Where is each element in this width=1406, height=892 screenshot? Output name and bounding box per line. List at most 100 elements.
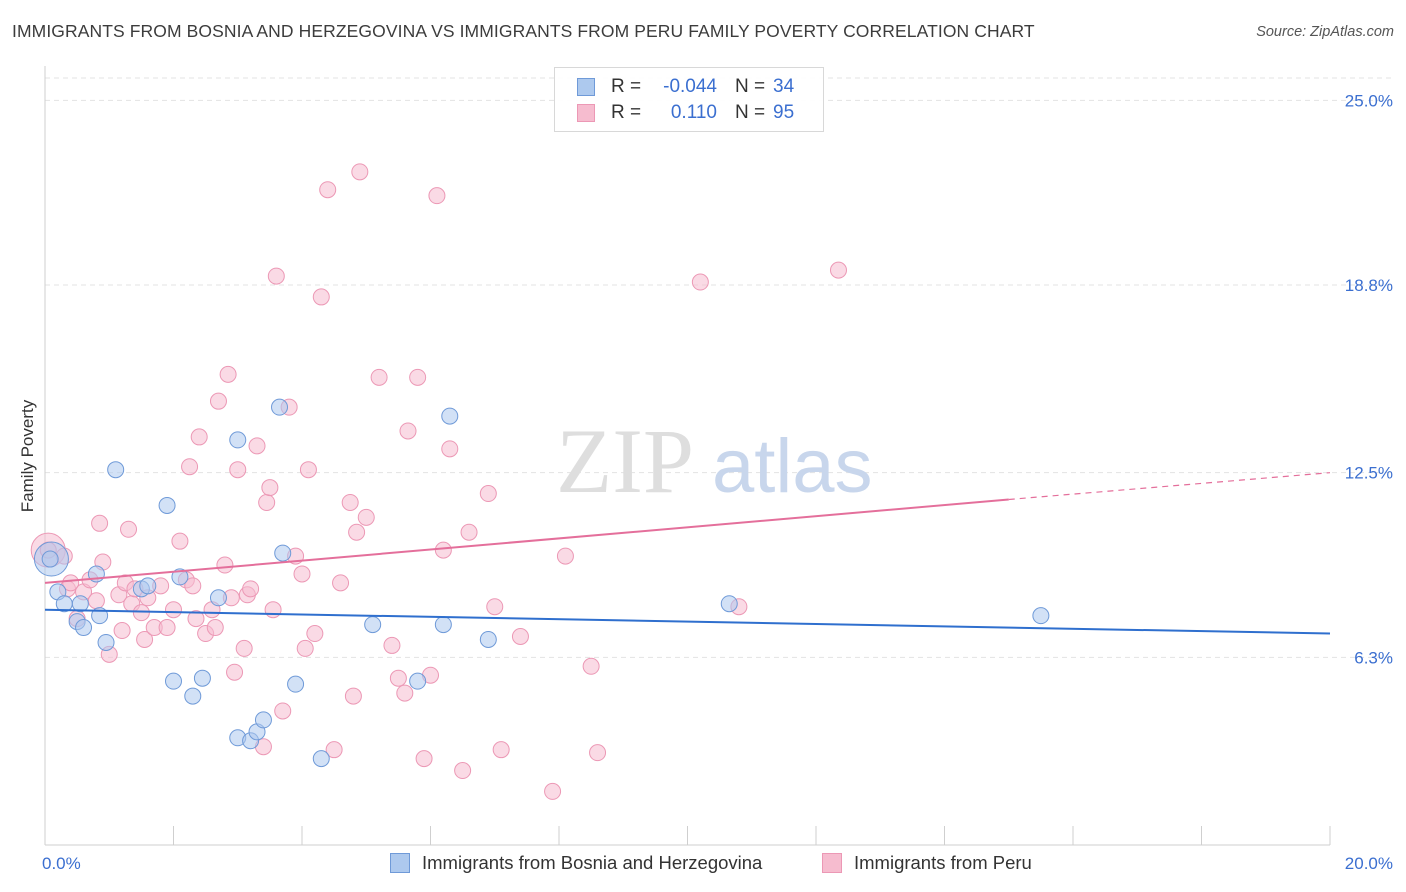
bosnia-point (158, 496, 176, 514)
peru-point (691, 273, 709, 291)
peru-point (460, 523, 478, 541)
peru-point (351, 163, 369, 181)
peru-point (415, 750, 433, 768)
peru-point (184, 577, 202, 595)
legend-n-label: N = (735, 102, 766, 123)
peru-point (187, 610, 205, 628)
peru-point (399, 422, 417, 440)
bosnia-point (287, 675, 305, 693)
peru-point (132, 604, 150, 622)
source-label: Source: ZipAtlas.com (1256, 24, 1394, 40)
bosnia-point (71, 595, 89, 613)
bottom-legend-label-bosnia: Immigrants from Bosnia and Herzegovina (422, 852, 763, 873)
bosnia-point (364, 616, 382, 634)
peru-point (274, 702, 292, 720)
peru-point (344, 687, 362, 705)
y-tick-label: 25.0% (1345, 91, 1393, 110)
bosnia-point (97, 633, 115, 651)
bosnia-point (1032, 607, 1050, 625)
bosnia-point (165, 672, 182, 690)
bosnia-point (312, 750, 330, 768)
legend-swatch-bosnia (577, 78, 595, 96)
chart-title: IMMIGRANTS FROM BOSNIA AND HERZEGOVINA V… (12, 21, 1035, 41)
bosnia-point (441, 407, 459, 425)
peru-point (229, 461, 247, 479)
peru-point (209, 392, 227, 410)
bottom-legend-swatch-bosnia (390, 853, 410, 873)
peru-point (267, 267, 285, 285)
peru-point (120, 520, 138, 538)
peru-point (158, 619, 176, 637)
peru-point (242, 580, 260, 598)
bosnia-point (171, 568, 189, 586)
peru-point (396, 684, 414, 702)
bosnia-point (409, 672, 427, 690)
peru-point (171, 532, 189, 550)
legend-n-label: N = (735, 76, 766, 97)
trend-lines (44, 472, 1331, 635)
bosnia-point (274, 544, 292, 562)
peru-point (479, 485, 497, 503)
peru-point (299, 461, 317, 479)
legend-r-value: -0.044 (663, 76, 717, 97)
peru-point (544, 782, 562, 800)
correlation-legend: R = -0.044 N = 34 R = 0.110 N = 95 (554, 67, 824, 132)
peru-point (492, 741, 510, 759)
peru-point (226, 663, 244, 681)
peru-point (319, 181, 337, 199)
peru-point (219, 365, 237, 383)
peru-point (383, 636, 401, 654)
axes (44, 66, 1331, 846)
bottom-legend-label-peru: Immigrants from Peru (854, 852, 1032, 873)
y-tick-label: 18.8% (1345, 276, 1393, 295)
peru-point (136, 630, 154, 648)
bosnia-point (271, 398, 289, 416)
bottom-legend-swatch-peru (822, 853, 842, 873)
legend-r-value: 0.110 (670, 102, 717, 123)
bosnia-point (254, 711, 272, 729)
bosnia-point (107, 461, 125, 479)
bosnia-point (720, 595, 738, 613)
y-axis-title: Family Poverty (18, 399, 37, 513)
bosnia-point (193, 669, 211, 687)
y-tick-label: 12.5% (1345, 464, 1393, 483)
peru-point (62, 574, 80, 592)
bosnia-point (75, 619, 93, 637)
peru-point (428, 187, 446, 205)
peru-point (235, 639, 253, 657)
trend-line-peru (44, 498, 1009, 584)
bosnia-point (479, 630, 497, 648)
peru-point (261, 479, 279, 497)
peru-point (486, 598, 504, 616)
peru-point (409, 368, 427, 386)
peru-point (589, 744, 607, 762)
legend-n-value: 34 (773, 76, 795, 97)
peru-point (91, 514, 109, 532)
peru-point (296, 639, 314, 657)
peru-point (306, 625, 324, 643)
trend-line-peru-extension (1008, 472, 1331, 501)
bosnia-point (139, 577, 157, 595)
x-tick-label-max: 20.0% (1345, 854, 1393, 873)
peru-point (454, 762, 472, 780)
x-tick-label-min: 0.0% (42, 854, 81, 873)
bosnia-point (209, 589, 227, 607)
gridlines (45, 77, 1394, 658)
bosnia-point (41, 550, 59, 568)
peru-point (511, 627, 529, 645)
watermark-zip: ZIP (556, 410, 694, 512)
peru-point (181, 458, 199, 476)
peru-point (348, 523, 366, 541)
scatter-points (30, 163, 1050, 800)
peru-point (441, 440, 459, 458)
peru-point (264, 601, 282, 619)
peru-point (370, 368, 388, 386)
peru-point (829, 261, 847, 279)
tick-labels: 6.3% 12.5% 18.8% 25.0% 0.0% 20.0% (42, 91, 1393, 873)
peru-point (332, 574, 350, 592)
peru-point (312, 288, 330, 306)
peru-point (556, 547, 574, 565)
peru-point (113, 622, 131, 640)
peru-point (248, 437, 266, 455)
